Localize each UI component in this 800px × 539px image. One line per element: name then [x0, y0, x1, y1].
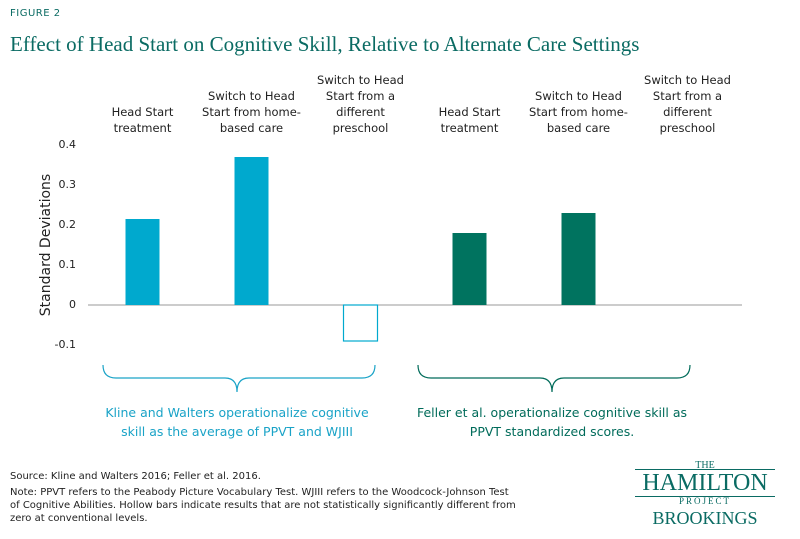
y-tick-label: 0: [69, 298, 76, 311]
x-tick-label: Switch to Head Start from home-based car…: [529, 89, 628, 135]
bar: [342, 304, 379, 342]
chart-title: Effect of Head Start on Cognitive Skill,…: [10, 32, 640, 56]
bar: [234, 157, 269, 305]
logo-the: THE: [695, 460, 715, 471]
y-axis-label: Standard Deviations: [38, 174, 54, 316]
bar: [561, 213, 596, 305]
x-tick-label: Switch to Head Start from home-based car…: [202, 89, 301, 135]
bracket: [417, 364, 691, 393]
logo-org: BROOKINGS: [652, 508, 758, 528]
y-tick-label: 0.2: [59, 218, 77, 231]
x-tick-label: Head Start treatment: [438, 105, 501, 135]
bracket: [102, 364, 376, 393]
y-tick-label: -0.1: [55, 338, 76, 351]
note: zero at conventional levels.: [10, 513, 148, 524]
figure-label: FIGURE 2: [10, 8, 61, 19]
annotation: Kline and Walters operationalize cogniti…: [105, 405, 369, 439]
x-tick-label: Switch to Head Start from a different pr…: [644, 73, 731, 135]
y-tick-label: 0.1: [59, 258, 77, 271]
logo-name: HAMILTON: [635, 469, 775, 497]
note: Note: PPVT refers to the Peabody Picture…: [10, 487, 509, 498]
note: of Cognitive Abilities. Hollow bars indi…: [10, 500, 516, 511]
x-tick-label: Switch to Head Start from a different pr…: [317, 73, 404, 135]
x-tick-label: Head Start treatment: [111, 105, 174, 135]
y-tick-label: 0.3: [59, 178, 77, 191]
logo-project: PROJECT: [678, 496, 731, 506]
annotation: Feller et al. operationalize cognitive s…: [416, 405, 688, 439]
bar: [125, 219, 160, 305]
y-tick-label: 0.4: [59, 138, 77, 151]
bar: [452, 233, 487, 305]
source: Source: Kline and Walters 2016; Feller e…: [10, 471, 261, 482]
